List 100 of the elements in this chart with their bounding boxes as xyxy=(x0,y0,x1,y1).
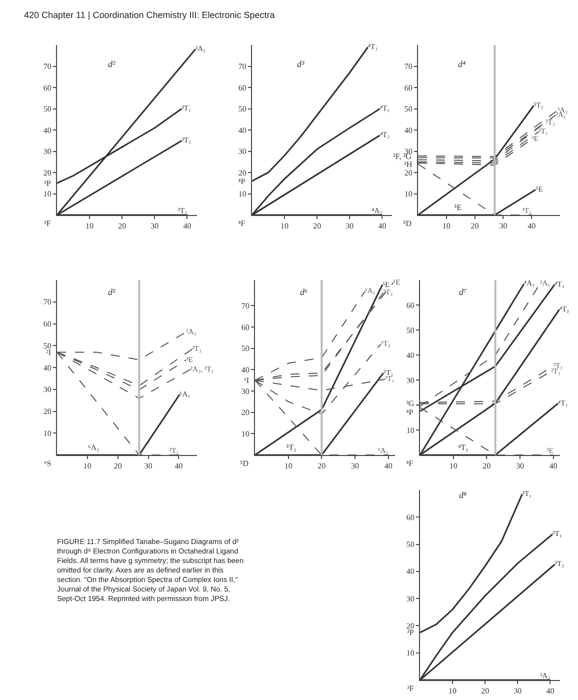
y-tick-label: 20 xyxy=(43,407,52,416)
y-tick-label: 20 xyxy=(241,408,250,418)
y-tick-label: 30 xyxy=(406,594,414,604)
x-tick-label: 40 xyxy=(174,462,183,471)
annotation: ¹I xyxy=(244,376,250,385)
text: d⁷ xyxy=(459,287,467,297)
y-tick-label: 30 xyxy=(43,385,52,394)
y-tick-label: 30 xyxy=(241,386,250,396)
x-tick-label: 20 xyxy=(118,222,126,231)
annotation: ⁵T₂ xyxy=(286,443,297,452)
x-tick-label: 10 xyxy=(449,462,458,471)
y-tick-label: 60 xyxy=(404,83,412,92)
y-tick-label: 20 xyxy=(238,168,246,178)
x-tick-label: 10 xyxy=(86,222,94,231)
chart-title: d⁸ xyxy=(459,490,467,500)
y-tick-label: 70 xyxy=(241,301,250,310)
y-tick-label: 50 xyxy=(404,104,412,114)
annotation: ³H xyxy=(404,160,412,169)
annotation: ⁴F xyxy=(406,459,414,468)
y-tick-label: 10 xyxy=(406,648,414,658)
y-tick-label: 10 xyxy=(43,428,52,438)
y-tick-label: 20 xyxy=(406,622,414,631)
x-tick-label: 10 xyxy=(280,222,289,231)
x-tick-label: 30 xyxy=(499,222,508,231)
y-tick-label: 60 xyxy=(43,83,52,92)
y-tick-label: 10 xyxy=(241,429,250,438)
annotation: ³P xyxy=(407,628,414,637)
y-tick-label: 70 xyxy=(404,62,412,72)
y-tick-label: 10 xyxy=(238,190,246,199)
x-tick-label: 10 xyxy=(448,686,457,696)
y-tick-label: 30 xyxy=(238,147,246,156)
annotation: ²I xyxy=(46,348,52,357)
x-tick-label: 30 xyxy=(346,222,354,231)
y-tick-label: 50 xyxy=(241,344,250,354)
x-tick-label: 10 xyxy=(83,462,92,471)
annotation: ³P xyxy=(44,179,52,188)
text: d³ xyxy=(297,59,304,69)
annotation: ³F xyxy=(407,684,414,693)
x-tick-label: 30 xyxy=(150,222,159,231)
y-tick-label: 30 xyxy=(43,147,52,156)
text: d² xyxy=(108,59,116,69)
y-tick-label: 60 xyxy=(238,83,246,92)
y-tick-label: 50 xyxy=(406,540,414,550)
y-tick-label: 70 xyxy=(43,62,52,72)
annotation: ⁶S xyxy=(44,459,52,468)
y-tick-label: 40 xyxy=(43,126,52,135)
y-tick-label: 10 xyxy=(404,190,412,199)
x-tick-label: 20 xyxy=(114,462,122,471)
x-tick-label: 20 xyxy=(481,686,490,696)
y-tick-label: 40 xyxy=(406,350,414,360)
x-tick-label: 40 xyxy=(528,222,536,231)
y-tick-label: 60 xyxy=(406,512,414,522)
y-tick-label: 10 xyxy=(406,426,414,435)
x-tick-label: 40 xyxy=(549,462,558,471)
text: d⁶ xyxy=(300,287,308,297)
annotation: ⁵E xyxy=(454,203,462,212)
y-tick-label: 70 xyxy=(238,62,246,72)
y-tick-label: 40 xyxy=(238,126,246,135)
x-tick-label: 40 xyxy=(378,222,386,231)
annotation: ³F xyxy=(44,219,52,228)
y-tick-label: 50 xyxy=(43,104,52,114)
x-tick-label: 30 xyxy=(144,462,152,471)
x-tick-label: 40 xyxy=(183,222,192,231)
x-tick-label: 40 xyxy=(546,686,554,696)
x-tick-label: 20 xyxy=(318,462,326,471)
x-tick-label: 10 xyxy=(442,222,450,231)
annotation: ²G xyxy=(406,399,414,408)
x-tick-label: 40 xyxy=(384,462,392,471)
y-tick-label: 50 xyxy=(238,104,246,114)
annotation: ⁴F xyxy=(238,219,246,228)
x-tick-label: 30 xyxy=(514,686,522,696)
text: d⁵ xyxy=(108,287,116,297)
annotation: ⁴P xyxy=(238,177,246,186)
x-tick-label: 30 xyxy=(516,462,524,471)
y-tick-label: 60 xyxy=(241,322,250,332)
y-tick-label: 60 xyxy=(43,320,52,329)
y-tick-label: 40 xyxy=(241,365,250,374)
y-tick-label: 40 xyxy=(406,567,414,576)
y-tick-label: 60 xyxy=(406,300,414,310)
x-tick-label: 20 xyxy=(470,222,479,231)
text: d⁴ xyxy=(458,59,466,69)
annotation: ⁴P xyxy=(406,408,414,417)
y-tick-label: 20 xyxy=(43,168,52,178)
y-tick-label: 10 xyxy=(43,190,52,199)
x-tick-label: 10 xyxy=(284,462,292,471)
x-tick-label: 30 xyxy=(351,462,359,471)
text: 420 Chapter 11 | Coordination Chemistry III: Electronic Spectra xyxy=(24,10,275,20)
y-tick-label: 40 xyxy=(404,126,412,135)
annotation: ⁵D xyxy=(240,459,249,468)
y-tick-label: 50 xyxy=(43,341,52,350)
x-tick-label: 20 xyxy=(482,462,491,471)
y-tick-label: 20 xyxy=(404,168,412,178)
annotation: ⁶A₁ xyxy=(88,443,100,452)
y-tick-label: 40 xyxy=(43,363,52,372)
y-tick-label: 70 xyxy=(43,298,52,307)
annotation: ⁵D xyxy=(403,219,412,228)
x-tick-label: 20 xyxy=(313,222,322,231)
y-tick-label: 50 xyxy=(406,326,414,335)
annotation: ⁴T₁ xyxy=(458,443,469,452)
y-tick-label: 30 xyxy=(406,376,414,385)
